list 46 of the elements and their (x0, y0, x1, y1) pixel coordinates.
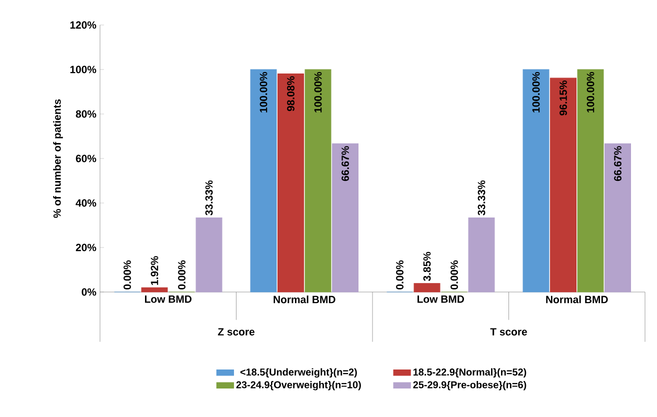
bar (414, 283, 440, 292)
data-label: 98.08% (287, 76, 294, 112)
data-label: 100.00% (314, 72, 322, 112)
bar (577, 69, 604, 292)
y-tick-label: 20% (76, 244, 96, 252)
data-label: 66.67% (342, 146, 349, 181)
bar (522, 69, 550, 292)
bar (304, 69, 332, 292)
y-tick-label: 60% (76, 154, 96, 162)
data-label: 0.00% (396, 260, 404, 290)
legend-label: 25-29.9{Pre-obese}(n=6) (413, 380, 526, 390)
y-axis-title: % of number of patients (53, 99, 63, 218)
data-label: 0.00% (450, 260, 458, 290)
data-label: 66.67% (614, 146, 622, 181)
text: Z score (218, 328, 254, 336)
bar (604, 143, 631, 292)
y-tick-label: 40% (76, 199, 96, 207)
data-label: 1.92% (150, 256, 158, 285)
legend-label: <18.5{Underweight}(n=2) (240, 368, 357, 378)
bar (141, 287, 168, 292)
bar (278, 73, 304, 292)
x-tick-label: Normal BMD (546, 296, 608, 304)
data-label: 96.15% (560, 80, 567, 116)
text: T score (490, 328, 527, 336)
legend-label: 23-24.9{Overweight}(n=10) (236, 380, 361, 390)
x-tick-label: Low BMD (145, 296, 192, 303)
x-tick-label: Normal BMD (274, 296, 336, 304)
data-label: 3.85% (423, 252, 431, 282)
bar (196, 218, 222, 292)
y-tick-label: 100% (70, 66, 96, 74)
data-label: 33.33% (205, 180, 213, 216)
bar (332, 143, 358, 292)
data-label: 100.00% (532, 72, 540, 112)
data-label: 100.00% (586, 72, 594, 112)
bar (468, 218, 495, 292)
data-label: 0.00% (178, 260, 186, 290)
y-tick-label: 80% (76, 110, 96, 118)
y-tick-label: 0% (82, 288, 96, 296)
legend-label: 18.5-22.9{Normal}(n=52) (413, 368, 526, 378)
data-label: 100.00% (260, 72, 268, 112)
data-label: 33.33% (478, 180, 486, 216)
x-tick-label: Low BMD (418, 296, 464, 303)
bar (250, 69, 277, 292)
y-tick-label: 120% (70, 21, 96, 29)
bar (550, 78, 576, 292)
data-label: 0.00% (124, 260, 131, 290)
